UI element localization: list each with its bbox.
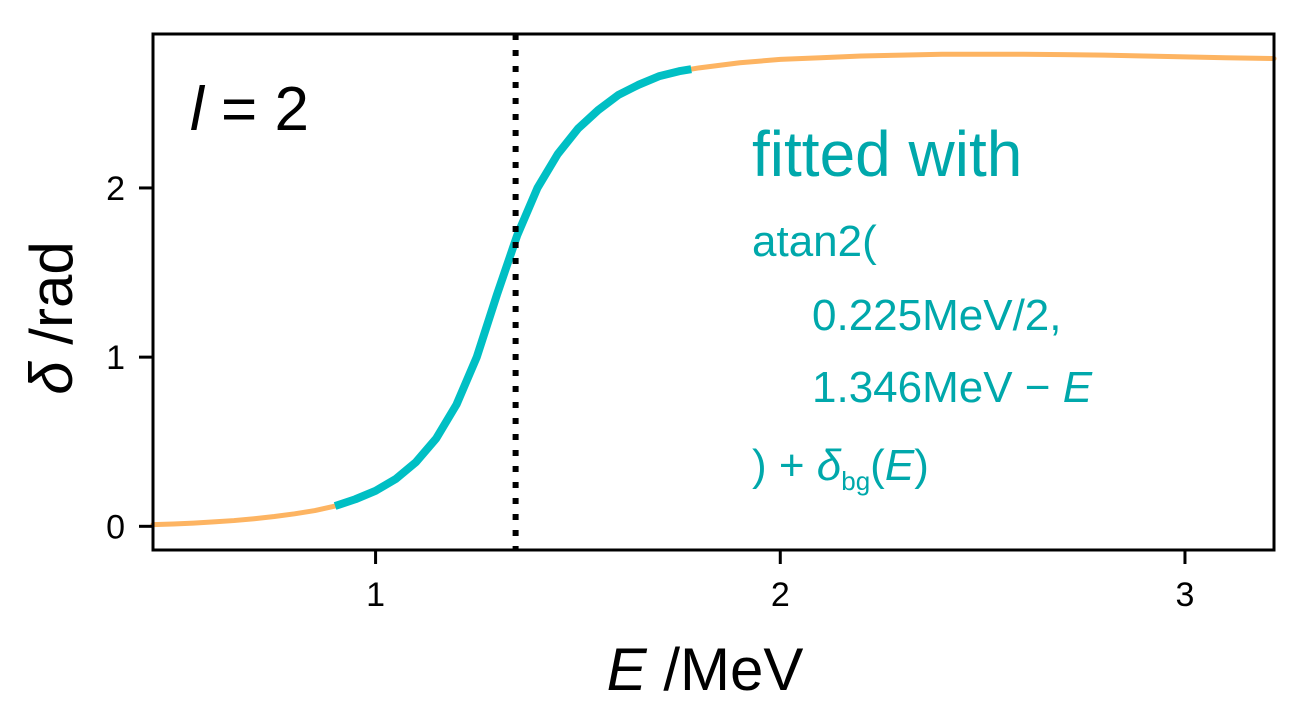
y-tick-label: 1	[106, 339, 125, 377]
y-axis-title: δ /rad	[18, 241, 85, 394]
x-tick-label: 1	[366, 576, 385, 614]
y-axis-ticks: 0 1 2	[106, 170, 153, 546]
full-model-curve	[150, 51, 1277, 528]
plot-frame	[151, 32, 1276, 552]
annotation-energy-arg: E	[885, 441, 915, 490]
x-axis-symbol: E	[607, 636, 648, 703]
panel-label-symbol: l	[190, 75, 206, 144]
annotation-line-4: ) + δbg(E)	[752, 441, 929, 496]
annotation-line-1: atan2(	[752, 217, 877, 266]
fitted-range-curve	[333, 65, 692, 510]
x-axis-title: E /MeV	[607, 636, 804, 703]
annotation-close-paren: )	[914, 441, 929, 490]
y-tick-label: 2	[106, 170, 125, 208]
annotation-line-4-prefix: ) +	[752, 441, 817, 490]
annotation-open-paren: (	[870, 441, 885, 490]
panel-label-value: = 2	[204, 75, 309, 144]
annotation-line-2: 0.225MeV/2,	[812, 291, 1062, 340]
annotation-line-3-prefix: 1.346MeV −	[812, 363, 1063, 412]
fit-annotation: fitted with atan2( 0.225MeV/2, 1.346MeV …	[752, 118, 1093, 496]
y-axis-symbol: δ	[18, 361, 85, 395]
x-tick-label: 2	[771, 576, 790, 614]
x-axis-ticks: 1 2 3	[366, 550, 1194, 614]
x-axis-unit: /MeV	[647, 636, 804, 703]
annotation-line-3: 1.346MeV − E	[812, 363, 1093, 412]
panel-label: l = 2	[190, 75, 309, 144]
y-tick-label: 0	[106, 508, 125, 546]
annotation-line-3-symbol: E	[1063, 363, 1093, 412]
annotation-delta-subscript: bg	[841, 466, 870, 496]
y-axis-unit: /rad	[18, 241, 85, 361]
curve-layer	[150, 51, 1277, 528]
annotation-heading: fitted with	[752, 118, 1022, 190]
x-tick-label: 3	[1176, 576, 1195, 614]
annotation-delta-symbol: δ	[817, 441, 842, 490]
